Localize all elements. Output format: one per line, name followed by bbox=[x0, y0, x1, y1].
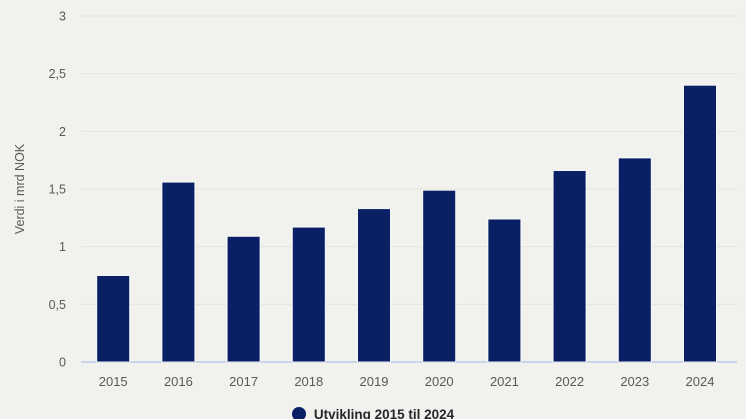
bar-2018 bbox=[291, 226, 326, 363]
x-tick-label: 2020 bbox=[425, 374, 454, 389]
x-tick-label: 2024 bbox=[686, 374, 715, 389]
bar-2023 bbox=[617, 157, 652, 363]
x-tick-label: 2021 bbox=[490, 374, 519, 389]
x-tick-label: 2019 bbox=[360, 374, 389, 389]
legend-circle-icon bbox=[291, 407, 306, 419]
y-axis-title: Verdi i mrd NOK bbox=[13, 143, 27, 234]
bar-2016 bbox=[161, 181, 196, 363]
bar-2024 bbox=[683, 84, 717, 363]
bar-2015 bbox=[96, 275, 131, 363]
x-tick-label: 2018 bbox=[294, 374, 323, 389]
x-tick-label: 2017 bbox=[229, 374, 258, 389]
y-tick-label: 0 bbox=[59, 356, 66, 370]
y-tick-label: 1,5 bbox=[49, 183, 66, 197]
bar-2017 bbox=[226, 235, 261, 363]
x-tick-label: 2016 bbox=[164, 374, 193, 389]
x-tick-label: 2023 bbox=[620, 374, 649, 389]
legend-label: Utvikling 2015 til 2024 bbox=[313, 407, 455, 419]
y-tick-label: 3 bbox=[59, 10, 66, 24]
x-tick-label: 2022 bbox=[555, 374, 584, 389]
bar-2021 bbox=[487, 218, 522, 363]
y-tick-label: 0,5 bbox=[49, 298, 66, 312]
y-tick-label: 2,5 bbox=[49, 67, 66, 81]
x-tick-label: 2015 bbox=[99, 374, 128, 389]
y-tick-label: 2 bbox=[59, 125, 66, 139]
bar-2019 bbox=[357, 208, 391, 363]
y-tick-label: 1 bbox=[59, 240, 66, 254]
legend: Utvikling 2015 til 2024 bbox=[0, 406, 746, 419]
bar-2020 bbox=[422, 189, 457, 363]
bar-2022 bbox=[552, 170, 587, 363]
